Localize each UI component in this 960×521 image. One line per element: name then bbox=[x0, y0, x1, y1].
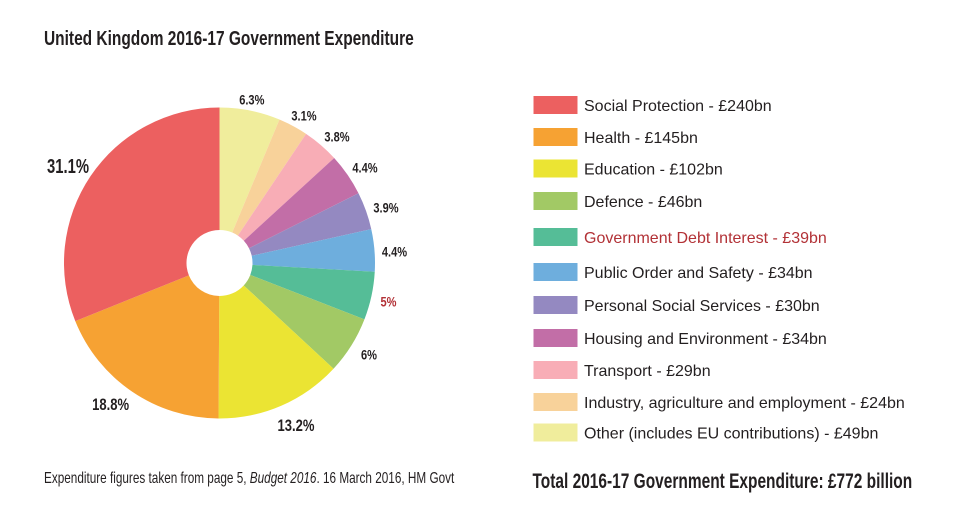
svg-text:18.8%: 18.8% bbox=[92, 396, 129, 414]
svg-text:Housing and Environment - £34b: Housing and Environment - £34bn bbox=[584, 331, 827, 348]
svg-text:Other (includes EU contributio: Other (includes EU contributions) - £49b… bbox=[584, 426, 878, 443]
svg-text:3.1%: 3.1% bbox=[291, 108, 316, 123]
svg-text:Personal Social Services - £30: Personal Social Services - £30bn bbox=[584, 298, 820, 315]
svg-text:4.4%: 4.4% bbox=[352, 160, 377, 175]
svg-text:31.1%: 31.1% bbox=[47, 155, 89, 178]
svg-text:Social Protection - £240bn: Social Protection - £240bn bbox=[584, 98, 772, 115]
svg-text:Expenditure figures taken from: Expenditure figures taken from page 5, B… bbox=[44, 468, 454, 486]
svg-text:3.8%: 3.8% bbox=[324, 129, 349, 144]
svg-text:Industry, agriculture and empl: Industry, agriculture and employment - £… bbox=[584, 395, 905, 412]
svg-text:Public Order and Safety - £34b: Public Order and Safety - £34bn bbox=[584, 265, 813, 282]
svg-text:Defence - £46bn: Defence - £46bn bbox=[584, 194, 702, 211]
svg-text:3.9%: 3.9% bbox=[373, 200, 398, 215]
svg-text:6%: 6% bbox=[361, 347, 377, 362]
svg-text:United Kingdom 2016-17 Governm: United Kingdom 2016-17 Government Expend… bbox=[44, 27, 414, 49]
svg-text:5%: 5% bbox=[381, 294, 397, 309]
svg-text:6.3%: 6.3% bbox=[239, 93, 264, 108]
svg-text:Government Debt Interest - £39: Government Debt Interest - £39bn bbox=[584, 230, 827, 247]
svg-text:Total 2016-17 Government Expen: Total 2016-17 Government Expenditure: £7… bbox=[533, 468, 913, 492]
svg-text:13.2%: 13.2% bbox=[278, 418, 315, 436]
svg-text:Education - £102bn: Education - £102bn bbox=[584, 162, 723, 179]
svg-text:Health - £145bn: Health - £145bn bbox=[584, 130, 698, 147]
svg-text:Transport - £29bn: Transport - £29bn bbox=[584, 363, 711, 380]
svg-text:4.4%: 4.4% bbox=[382, 244, 407, 259]
